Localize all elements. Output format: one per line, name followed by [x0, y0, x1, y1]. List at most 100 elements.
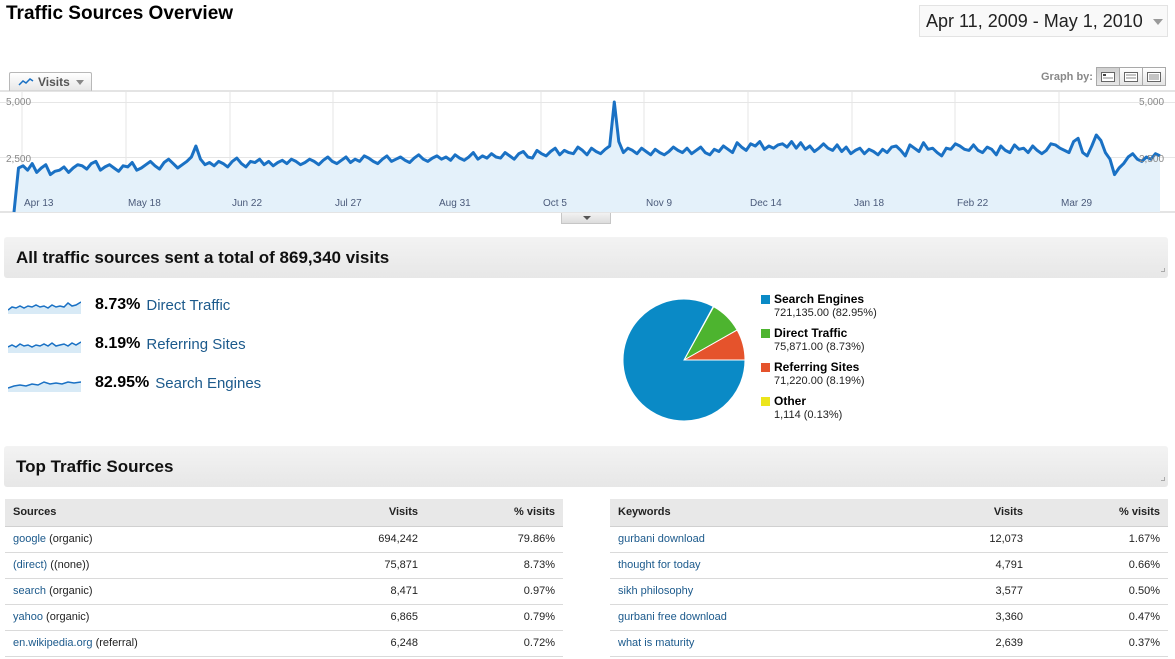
sparkline-icon — [8, 381, 81, 392]
percent-cell: 0.97% — [426, 578, 563, 605]
source-link-direct-traffic[interactable]: Direct Traffic — [146, 296, 231, 314]
keyword-link[interactable]: what is maturity — [618, 637, 695, 649]
table-header-row: Sources Visits % visits — [5, 499, 563, 527]
visits-cell: 6,865 — [306, 604, 426, 631]
x-axis-label: Aug 31 — [439, 198, 471, 209]
sparkline-icon — [8, 301, 81, 314]
legend-name: Search Engines — [774, 292, 865, 306]
day-icon — [1101, 71, 1115, 82]
column-header[interactable]: % visits — [426, 499, 563, 527]
table-row: google (organic) 694,242 79.86% — [5, 526, 563, 553]
graph-by-buttons — [1096, 67, 1166, 86]
x-axis-label: May 18 — [128, 198, 161, 209]
visits-cell: 6,248 — [306, 630, 426, 657]
table-row: yahoo (organic) 6,865 0.79% — [5, 604, 563, 631]
collapse-graph-button[interactable] — [561, 213, 611, 224]
table-row: gurbani free download 3,360 0.47% — [610, 604, 1168, 631]
source-medium: ((none)) — [50, 559, 90, 571]
percent-cell: 0.72% — [426, 630, 563, 657]
keyword-link[interactable]: gurbani free download — [618, 611, 727, 623]
top-sources-heading: Top Traffic Sources — [4, 446, 1168, 487]
graph-by-label: Graph by: — [1041, 71, 1093, 83]
percent-cell: 79.86% — [426, 526, 563, 553]
x-axis-label: Mar 29 — [1061, 198, 1093, 209]
y-tick-right: 2,500 — [1139, 154, 1165, 165]
sources-table: Sources Visits % visits google (organic)… — [5, 499, 563, 657]
graph-by-week-button[interactable] — [1119, 67, 1143, 86]
column-header[interactable]: Keywords — [610, 499, 911, 527]
column-header[interactable]: Sources — [5, 499, 306, 527]
source-link[interactable]: yahoo — [13, 611, 43, 623]
week-icon — [1124, 71, 1138, 82]
x-axis-label: Oct 5 — [543, 198, 567, 209]
source-link[interactable]: en.wikipedia.org — [13, 637, 93, 649]
legend-swatch — [761, 397, 770, 406]
source-percent: 8.19% — [95, 335, 141, 352]
visits-cell: 4,791 — [911, 552, 1031, 579]
source-medium: (organic) — [46, 611, 90, 623]
keyword-link[interactable]: thought for today — [618, 559, 701, 571]
legend-item: Referring Sites 71,220.00 (8.19%) — [761, 360, 877, 387]
x-axis-label: Jul 27 — [335, 198, 362, 209]
traffic-pie-chart[interactable] — [622, 298, 747, 423]
chevron-down-icon — [583, 216, 591, 220]
source-summary-row: 8.73% Direct Traffic — [8, 296, 230, 314]
source-link[interactable]: google — [13, 533, 47, 545]
top-sources-heading-text: Top Traffic Sources — [16, 456, 174, 476]
metric-selector[interactable]: Visits — [9, 72, 92, 91]
table-row: en.wikipedia.org (referral) 6,248 0.72% — [5, 630, 563, 657]
keywords-table: Keywords Visits % visits gurbani downloa… — [610, 499, 1168, 657]
visits-cell: 3,360 — [911, 604, 1031, 631]
x-axis-label: Dec 14 — [750, 198, 782, 209]
legend-item: Direct Traffic 75,871.00 (8.73%) — [761, 326, 877, 353]
legend-value: 721,135.00 (82.95%) — [774, 307, 877, 319]
keyword-cell: gurbani free download — [610, 604, 911, 631]
legend-value: 71,220.00 (8.19%) — [774, 375, 865, 387]
corner-icon — [1161, 477, 1165, 481]
date-range-label: Apr 11, 2009 - May 1, 2010 — [926, 10, 1143, 31]
legend-value: 75,871.00 (8.73%) — [774, 341, 865, 353]
visits-line — [12, 100, 1161, 213]
percent-cell: 0.37% — [1031, 630, 1168, 657]
source-link[interactable]: search — [13, 585, 47, 597]
source-summary-row: 8.19% Referring Sites — [8, 335, 246, 353]
table-row: search (organic) 8,471 0.97% — [5, 578, 563, 605]
graph-by-day-button[interactable] — [1096, 67, 1120, 86]
source-cell: (direct) ((none)) — [5, 552, 306, 579]
visits-cell: 12,073 — [911, 526, 1031, 553]
visits-cell: 8,471 — [306, 578, 426, 605]
source-cell: yahoo (organic) — [5, 604, 306, 631]
keyword-cell: thought for today — [610, 552, 911, 579]
keyword-link[interactable]: sikh philosophy — [618, 585, 694, 597]
column-header[interactable]: Visits — [306, 499, 426, 527]
column-header[interactable]: % visits — [1031, 499, 1168, 527]
table-row: sikh philosophy 3,577 0.50% — [610, 578, 1168, 605]
source-link-referring-sites[interactable]: Referring Sites — [146, 335, 246, 353]
keyword-cell: sikh philosophy — [610, 578, 911, 605]
date-range-selector[interactable]: Apr 11, 2009 - May 1, 2010 — [919, 5, 1168, 37]
chevron-down-icon — [1153, 19, 1163, 25]
column-header[interactable]: Visits — [911, 499, 1031, 527]
corner-icon — [1161, 268, 1165, 272]
source-link[interactable]: (direct) — [13, 559, 48, 571]
legend-value: 1,114 (0.13%) — [774, 409, 843, 421]
source-percent: 82.95% — [95, 374, 150, 391]
sparkline-icon — [8, 341, 81, 353]
graph-by-month-button[interactable] — [1142, 67, 1166, 86]
x-axis-label: Jun 22 — [232, 198, 263, 209]
percent-cell: 0.47% — [1031, 604, 1168, 631]
x-axis-label: Feb 22 — [957, 198, 989, 209]
month-icon — [1147, 71, 1161, 82]
table-row: thought for today 4,791 0.66% — [610, 552, 1168, 579]
visits-chart[interactable]: 5,000 2,500 5,000 2,500 Apr 13 May 18 Ju… — [0, 90, 1175, 220]
y-tick-left: 5,000 — [6, 97, 32, 108]
source-medium: (referral) — [95, 637, 138, 649]
percent-cell: 0.79% — [426, 604, 563, 631]
legend-name: Direct Traffic — [774, 326, 848, 340]
keyword-link[interactable]: gurbani download — [618, 533, 705, 545]
percent-cell: 0.66% — [1031, 552, 1168, 579]
pie-slice[interactable] — [622, 298, 746, 422]
percent-cell: 0.50% — [1031, 578, 1168, 605]
source-summary-row: 82.95% Search Engines — [8, 374, 261, 392]
source-link-search-engines[interactable]: Search Engines — [155, 374, 262, 392]
